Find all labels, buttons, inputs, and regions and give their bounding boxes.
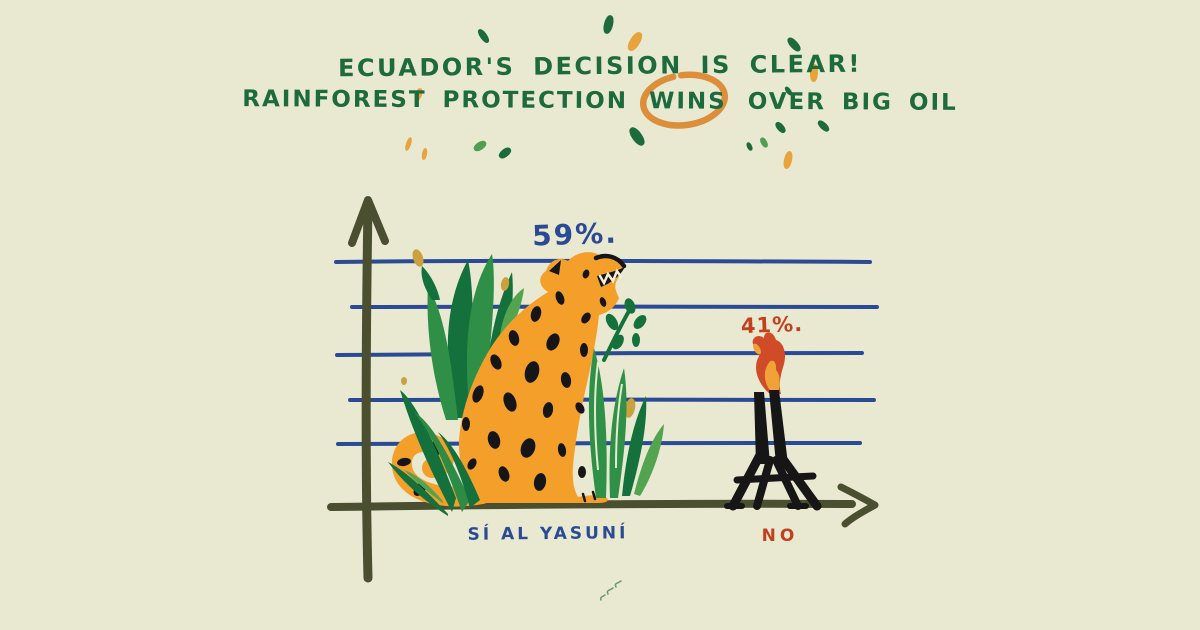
headline-line2-before: RAINFOREST PROTECTION: [242, 86, 629, 115]
headline-line2-highlight: WINS: [648, 88, 727, 115]
gold-accent-icon: [401, 249, 636, 418]
value-label-no: 41%.: [740, 311, 804, 339]
x-axis: [327, 483, 879, 528]
jaguar-claws: [581, 490, 597, 503]
rainforest-plants-front-icon: [388, 390, 480, 516]
rainforest-plants-right-icon: [588, 298, 664, 498]
jaguar-ear: [549, 260, 561, 275]
headline: ECUADOR'S DECISION IS CLEAR! RAINFOREST …: [0, 50, 1200, 129]
headline-line2: RAINFOREST PROTECTION WINS OVER BIG OIL: [0, 71, 1200, 129]
headline-line1: ECUADOR'S DECISION IS CLEAR!: [337, 49, 863, 83]
jaguar-eye: [582, 269, 590, 279]
jaguar-spots: [462, 291, 591, 491]
headline-word-wins: WINS: [639, 71, 732, 129]
bar-no-derrick-illustration: [724, 332, 822, 511]
y-axis: [348, 196, 389, 583]
oil-derrick-icon: [724, 390, 822, 511]
category-label-si: SÍ AL YASUNÍ: [467, 523, 629, 545]
headline-line2-after: OVER BIG OIL: [747, 88, 958, 116]
jaguar-icon: [458, 252, 627, 503]
flame-icon: [752, 332, 786, 394]
bar-si-jaguar-illustration: [388, 249, 664, 516]
value-label-si: 59%.: [531, 216, 619, 253]
jaguar-teeth: [598, 268, 623, 286]
tiny-scribble-icon: [600, 580, 622, 601]
category-label-no: NO: [761, 526, 799, 546]
